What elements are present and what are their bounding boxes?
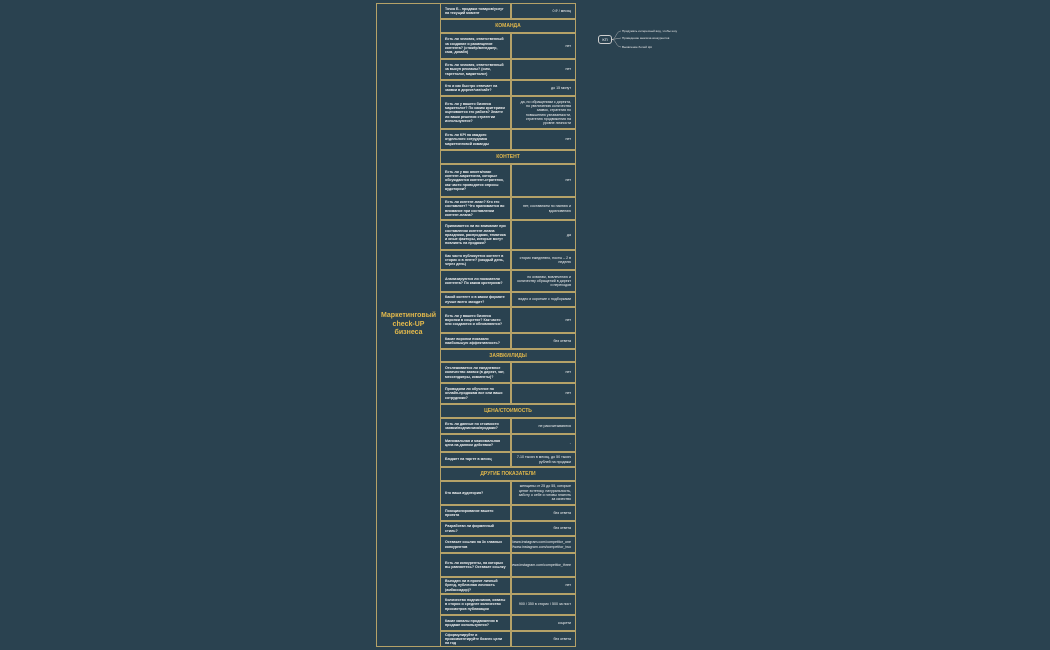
answer: соцсети [511,615,576,631]
question: Есть ли конкуренты, на которых вы равняе… [440,553,511,577]
question: Разработан ли фирменный стиль? [440,521,511,536]
answer: 900 / 350 в сторис / 500 за пост [511,594,576,615]
answer: нет [511,164,576,197]
answer: https://www.instagram.com/competitor_one… [511,536,576,553]
answer: https://www.instagram.com/competitor_thr… [511,553,576,577]
answer: - [511,434,576,452]
question: Анализируются ли показатели контента? По… [440,270,511,292]
question: Минимальная и максимальная цена на данно… [440,434,511,452]
answer: нет, составляем по наитию и вдохновению [511,197,576,220]
question: Есть ли данные по стоимости заявки/подпи… [440,418,511,434]
question: Есть ли у вашего бизнеса воронки в соцсе… [440,307,511,333]
side-item: Придумать интересный вид, чтобы шоу [622,29,678,33]
answer: не рассчитываются [511,418,576,434]
section-title: КОМАНДА [440,19,576,33]
answer: нет [511,129,576,150]
question: Выгоден ли в проект личный бренд, публич… [440,577,511,594]
answer: по охватам, вовлечению и количеству обра… [511,270,576,292]
question: Принимается ли во внимание при составлен… [440,220,511,250]
question: Позиционирование вашего проекта [440,505,511,521]
question: Бюджет на таргет в месяц [440,452,511,467]
answer: видео и короткие с подборками [511,292,576,307]
question: Кто и как быстро отвечает на заявки в ди… [440,80,511,96]
answer: без ответа [511,631,576,647]
side-item: Выявление болей ЦА [622,45,653,49]
question: Точка Б - продажи товаров/услуг на текущ… [440,3,511,19]
answer: сторис ежедневно, посты – 2 в неделю [511,250,576,270]
question: Какой контент и в каком формате лучше вс… [440,292,511,307]
answer: нет [511,383,576,404]
section-title: ЗАЯВКИ/ЛИДЫ [440,349,576,362]
question: Как часто публикуется контент в сторис и… [440,250,511,270]
question: Есть ли KPI на каждого отдельного сотруд… [440,129,511,150]
answer: до 15 минут [511,80,576,96]
question: Проводили ли обучение по онлайн-продажам… [440,383,511,404]
question: Какие воронки показали наибольшую эффект… [440,333,511,349]
question: Есть ли контент-план? Кто его составляет… [440,197,511,220]
answer: да, по обращениям с директа, по увеличен… [511,96,576,129]
question: Отслеживается ли ежедневное количество з… [440,362,511,383]
answer: нет [511,33,576,59]
side-node: КП [598,35,612,44]
section-title: КОНТЕНТ [440,150,576,164]
question: Есть ли у вашего бизнеса маркетолог? По … [440,96,511,129]
answer: без ответа [511,505,576,521]
answer: нет [511,362,576,383]
answer: без ответа [511,521,576,536]
answer: 7-10 тысяч в месяц, до 50 тысяч рублей н… [511,452,576,467]
answer: нет [511,59,576,80]
question: Есть ли человек, ответственный за создан… [440,33,511,59]
side-item: Проведение анализа конкурентов [622,36,670,40]
question: Количество подписчиков, охваты в сторис … [440,594,511,615]
answer: 0 ₽ / месяц [511,3,576,19]
answer: женщины от 25 до 55, которые ценят эстет… [511,481,576,505]
section-title: ДРУГИЕ ПОКАЗАТЕЛИ [440,467,576,481]
answer: без ответа [511,333,576,349]
section-title: ЦЕНА/СТОИМОСТЬ [440,404,576,418]
answer: нет [511,307,576,333]
question: Какие каналы продвижения в продаже испол… [440,615,511,631]
question: Кто ваша аудитория? [440,481,511,505]
connector [611,30,622,48]
question: Есть ли человек, ответственный за выкуп … [440,59,511,80]
question: Сформулируйте и прокомментируйте бизнес … [440,631,511,647]
answer: да [511,220,576,250]
answer: нет [511,577,576,594]
question: Есть ли у вас анкета/план контент-маркет… [440,164,511,197]
question: Оставьте ссылки на 3х главных конкуренто… [440,536,511,553]
